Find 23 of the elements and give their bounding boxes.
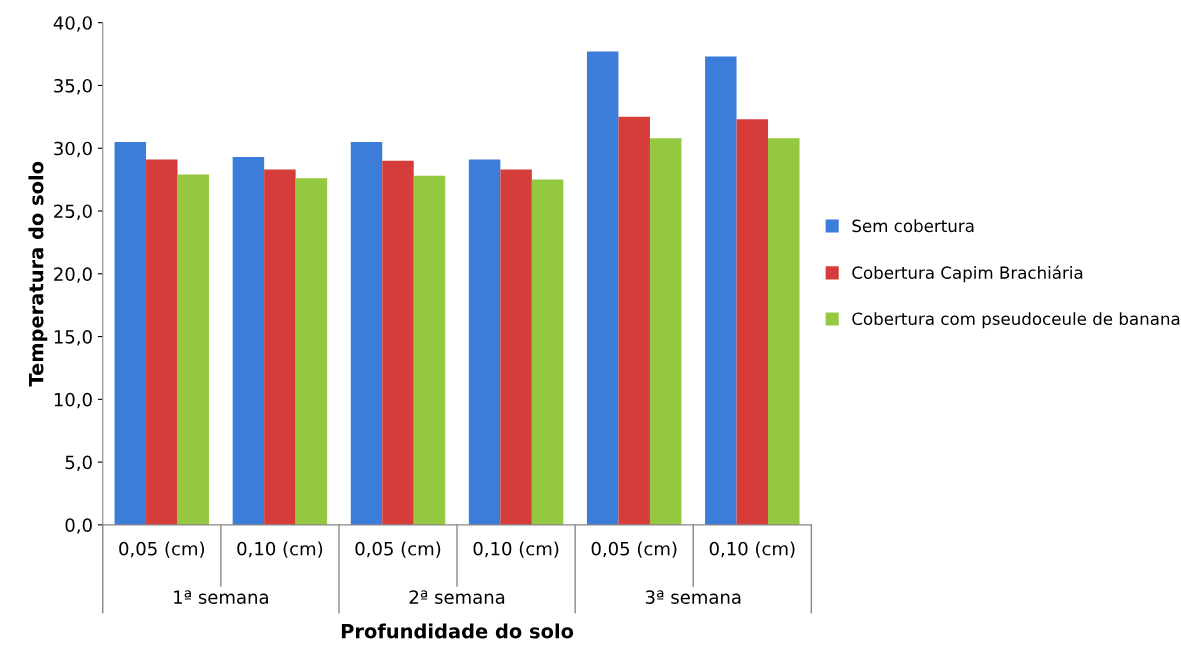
y-tick-label: 5,0 <box>65 455 92 472</box>
y-tick-label: 20,0 <box>54 267 92 283</box>
y-tick-label: 15,0 <box>54 330 92 346</box>
legend-label: Sem cobertura <box>852 219 974 233</box>
x-tick-label: 0,10 (cm) <box>473 541 559 558</box>
y-tick-label: 25,0 <box>54 204 92 220</box>
y-tick-label: 0,0 <box>65 518 92 534</box>
text: 1ª semana <box>174 590 268 604</box>
text: 2ª semana <box>409 590 505 604</box>
legend-label: Cobertura com pseudoceule de banana <box>852 312 1180 329</box>
x-tick-label: 0,05 (cm) <box>355 541 441 558</box>
y-tick-label: 30,0 <box>54 141 92 158</box>
x-tick-label: 0,05 (cm) <box>591 541 677 558</box>
y-tick-label: 35,0 <box>54 78 92 95</box>
y-tick-label: 40,0 <box>53 16 92 32</box>
y-axis-title: Temperatura do solo <box>28 161 48 387</box>
x-tick-label: 0,05 (cm) <box>119 541 205 558</box>
text: 3ª semana <box>645 590 741 604</box>
x-axis-title: Profundidade do solo <box>341 623 574 639</box>
x-tick-label: 0,10 (cm) <box>709 541 795 558</box>
x-tick-label: 0,10 (cm) <box>237 541 323 558</box>
y-tick-label: 10,0 <box>54 392 92 409</box>
legend-label: Cobertura Capim Brachiária <box>852 265 1083 283</box>
